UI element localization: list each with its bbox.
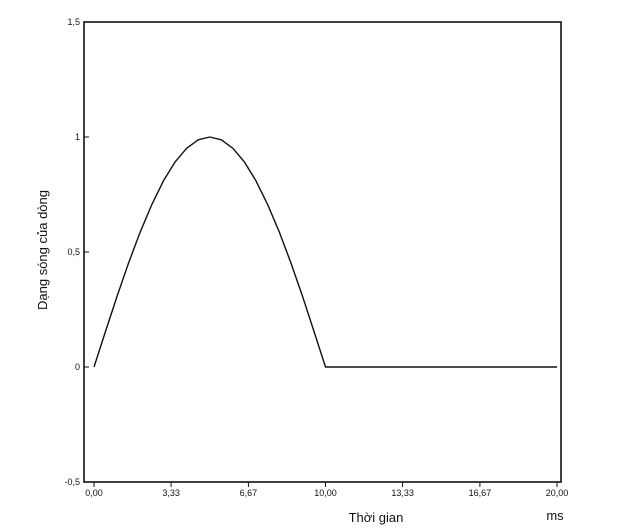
x-tick-label: 20,00 — [546, 488, 569, 498]
x-tick-label: 0,00 — [85, 488, 103, 498]
x-axis-unit: ms — [546, 508, 564, 523]
y-tick-label: -0,5 — [64, 477, 80, 487]
y-tick-label: 1,5 — [67, 17, 80, 27]
x-tick-label: 6,67 — [240, 488, 258, 498]
x-axis-ticks: 0,00 3,33 6,67 10,00 13,33 16,67 20,00 — [85, 482, 568, 498]
y-axis-ticks: -0,5 0 0,5 1 1,5 — [64, 17, 89, 487]
plot-frame — [83, 21, 562, 483]
x-axis-title: Thời gian — [349, 510, 404, 525]
y-tick-label: 1 — [75, 132, 80, 142]
x-tick-label: 3,33 — [162, 488, 180, 498]
current-waveform-line — [93, 136, 557, 368]
x-tick-label: 10,00 — [314, 488, 337, 498]
series-layer — [93, 136, 557, 368]
y-tick-label: 0,5 — [67, 247, 80, 257]
x-tick-label: 16,67 — [469, 488, 492, 498]
y-tick-label: 0 — [75, 362, 80, 372]
y-axis-title: Dạng sóng của dòng — [35, 190, 50, 310]
x-tick-label: 13,33 — [391, 488, 414, 498]
